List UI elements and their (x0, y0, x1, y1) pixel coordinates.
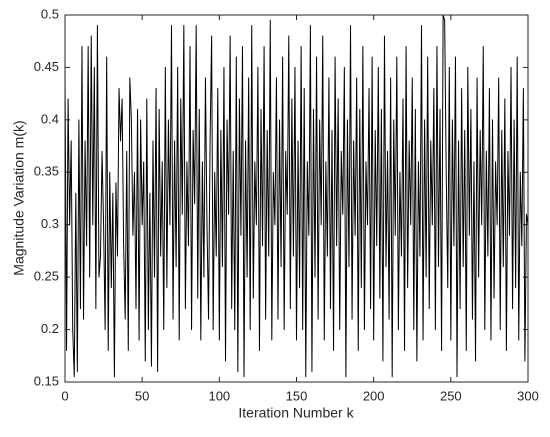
x-axis-label: Iteration Number k (238, 405, 354, 421)
x-tick-label: 0 (61, 388, 68, 403)
x-tick-label: 300 (517, 388, 539, 403)
y-tick-label: 0.4 (41, 111, 59, 126)
y-tick-label: 0.3 (41, 216, 59, 231)
y-tick-label: 0.45 (34, 59, 59, 74)
plot-frame (64, 14, 529, 383)
x-tick-label: 50 (135, 388, 149, 403)
data-line (64, 14, 529, 378)
x-tick-label: 150 (286, 388, 308, 403)
x-tick-label: 250 (440, 388, 462, 403)
y-tick-label: 0.15 (34, 373, 59, 388)
x-tick-label: 100 (208, 388, 230, 403)
x-tick-label: 200 (363, 388, 385, 403)
y-axis-label: Magnitude Variation m(k) (11, 120, 27, 275)
y-tick-label: 0.2 (41, 321, 59, 336)
y-tick-label: 0.5 (41, 6, 59, 21)
y-tick-label: 0.35 (34, 164, 59, 179)
y-tick-label: 0.25 (34, 269, 59, 284)
